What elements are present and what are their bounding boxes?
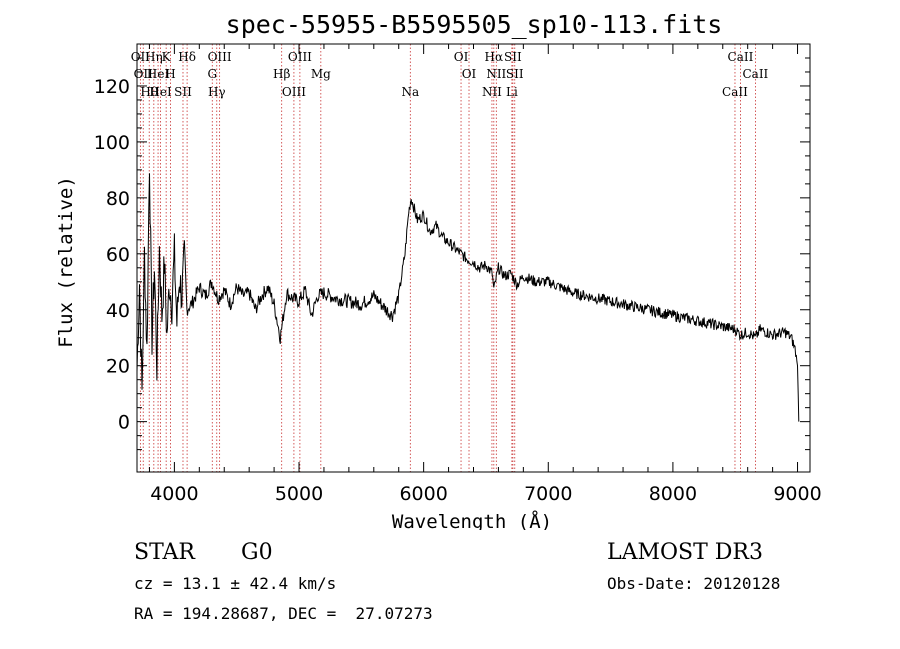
spectral-line-label: G	[207, 67, 217, 81]
x-tick-label: 6000	[399, 483, 447, 505]
spectral-line-label: Hθ	[140, 85, 158, 99]
plot-frame	[136, 43, 811, 473]
spectral-line-label: H	[165, 67, 175, 81]
y-axis-title: Flux (relative)	[55, 176, 77, 348]
spectral-line-label: CaII	[728, 50, 754, 64]
spectral-line-markers	[139, 44, 756, 472]
spectral-line-label: SII	[504, 50, 522, 64]
chart-title: spec-55955-B5595505_sp10-113.fits	[226, 10, 723, 39]
spectral-line-label: Hη	[145, 50, 163, 64]
object-class: STAR	[134, 540, 195, 565]
spectral-line-label: Hδ	[178, 50, 196, 64]
x-tick-label: 8000	[649, 483, 697, 505]
spectral-line-label: HeI	[147, 67, 170, 81]
observation-date: Obs-Date: 20120128	[607, 574, 781, 593]
spectral-line-label: SII	[506, 67, 524, 81]
x-tick-label: 7000	[524, 483, 572, 505]
spectral-line-label: K	[162, 50, 172, 64]
spectral-line-label: OI	[462, 67, 477, 81]
coordinates-readout: RA = 194.28687, DEC = 27.07273	[134, 604, 433, 623]
spectral-line-label: Mg	[311, 67, 331, 81]
y-tick-label: 80	[106, 188, 130, 210]
spectral-line-labels: OII OII Hθ Hη HeI HeI KH SII Hδ G Hγ OIII Hβ OIII OIII…	[131, 50, 769, 99]
spectral-line-label: CaII	[742, 67, 768, 81]
spectral-line-label: NII	[482, 85, 502, 99]
spectral-line-label: Hγ	[208, 85, 226, 99]
x-tick-label: 4000	[150, 483, 198, 505]
y-tick-label: 40	[106, 300, 130, 322]
spectral-line-label: Li	[506, 85, 518, 99]
y-tick-label: 60	[106, 244, 130, 266]
x-tick-label: 5000	[275, 483, 323, 505]
redshift-readout: cz = 13.1 ± 42.4 km/s	[134, 574, 337, 593]
y-tick-label: 0	[118, 412, 130, 434]
y-tick-label: 20	[106, 356, 130, 378]
x-tick-label: 9000	[773, 483, 821, 505]
spectral-line-label: OIII	[208, 50, 232, 64]
survey-name: LAMOST DR3	[607, 540, 763, 565]
spectral-line-label: SII	[174, 85, 192, 99]
spectral-line-label: OII	[134, 67, 154, 81]
spectral-line-label: OI	[454, 50, 469, 64]
spectral-line-label: OIII	[288, 50, 312, 64]
plot-axes: 4000 5000 6000 7000 8000 9000 0 20 40 60 80 100 120	[94, 43, 822, 505]
spectral-line-label: NII	[486, 67, 506, 81]
spectral-line-label: OIII	[282, 85, 306, 99]
spectral-line-label: Hα	[485, 50, 504, 64]
x-axis-title: Wavelength (Å)	[392, 510, 552, 530]
spectrum-line	[136, 173, 800, 422]
spectrum-chart: spec-55955-B5595505_sp10-113.fits OIIOII…	[55, 10, 822, 530]
y-tick-label: 120	[94, 76, 130, 98]
spectral-line-label: HeI	[149, 85, 172, 99]
spectral-line-label: CaII	[722, 85, 748, 99]
object-subclass: G0	[241, 540, 273, 565]
spectral-line-label: Na	[401, 85, 419, 99]
y-tick-label: 100	[94, 132, 130, 154]
spectral-line-label: Hβ	[273, 67, 290, 81]
spectral-line-label: OII	[131, 50, 151, 64]
